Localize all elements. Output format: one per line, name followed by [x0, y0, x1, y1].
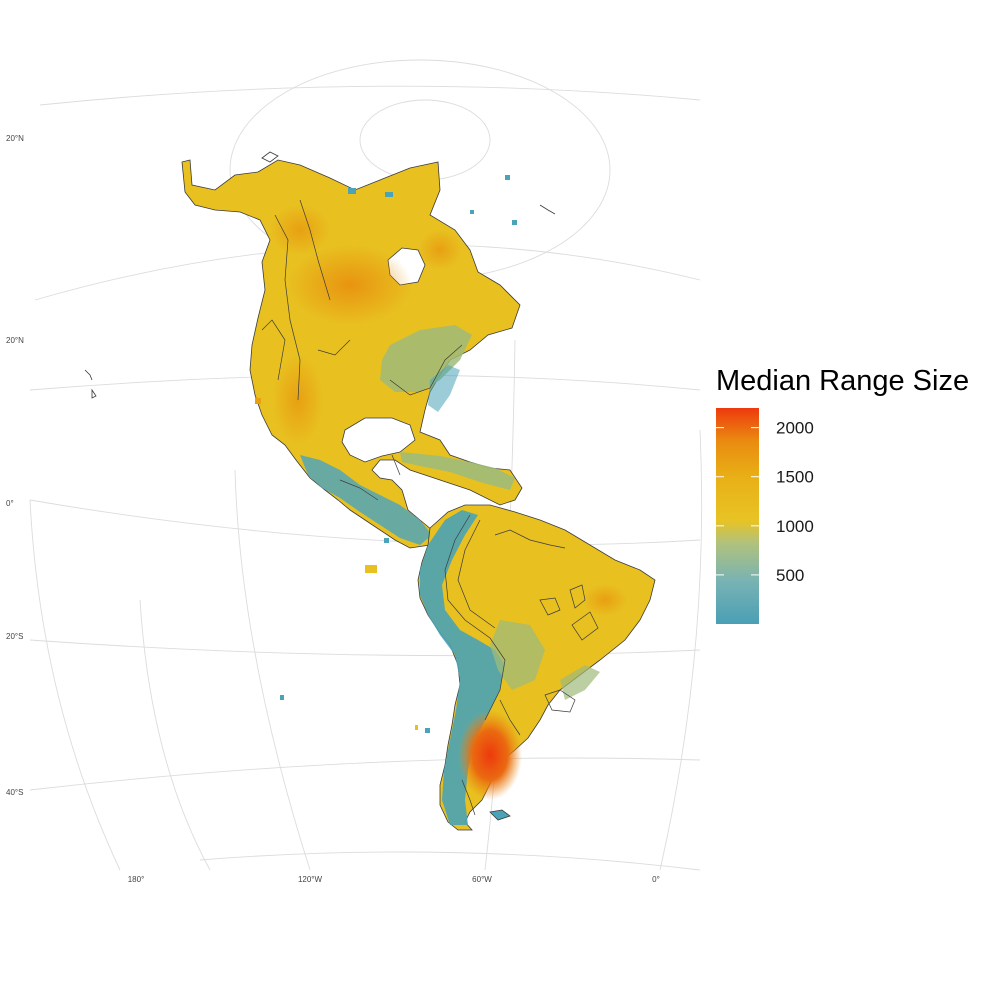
- quebec-hot-zone: [418, 230, 462, 270]
- graticule-meridian: [234, 469, 311, 871]
- arctic-cell: [348, 188, 356, 194]
- north-america-region-outlines: [261, 199, 463, 501]
- caribbean-low-zone: [400, 452, 515, 490]
- graticule-meridian: [29, 499, 121, 871]
- graticule-parallel: [29, 499, 701, 546]
- color-legend: Median Range Size 2000 1500 1000 500: [716, 365, 969, 624]
- legend-title: Median Range Size: [716, 365, 969, 397]
- graticule-parallel: [39, 85, 701, 106]
- longitude-tick-label: 0°: [652, 875, 660, 884]
- latitude-tick-label: 0°: [6, 499, 14, 508]
- graticule-parallel: [29, 757, 701, 791]
- island-cell: [280, 695, 284, 700]
- east-coast-mid-zone: [560, 665, 600, 700]
- baja-cell: [255, 398, 261, 404]
- island-cell: [384, 538, 389, 543]
- latitude-tick-label: 40°S: [6, 788, 23, 797]
- graticule-meridian: [139, 599, 211, 871]
- island-cell: [365, 565, 377, 573]
- andes-low-zone: [420, 510, 505, 825]
- latitude-tick-label: 20°S: [6, 632, 23, 641]
- andes-mid-zone: [490, 620, 545, 690]
- longitude-tick-label: 120°W: [298, 875, 323, 884]
- longitude-tick-label: 60°W: [472, 875, 492, 884]
- graticule-parallel: [29, 639, 701, 657]
- legend-ticks: 2000 1500 1000 500: [716, 419, 814, 585]
- latitude-tick-label: 20°N: [6, 336, 24, 345]
- north-america-landmass: [84, 151, 556, 549]
- arctic-cell: [512, 220, 517, 225]
- south-america-landmass: [280, 504, 656, 831]
- graticule-meridian: [659, 429, 703, 871]
- graticule-arc: [199, 851, 701, 871]
- arctic-cell: [470, 210, 474, 214]
- legend-tick-label: 2000: [776, 419, 814, 438]
- latitude-tick-labels: 20°N 20°N 0° 20°S 40°S: [6, 134, 24, 797]
- brazil-hot-zone: [583, 584, 627, 616]
- island-cell: [415, 725, 418, 730]
- legend-tick-label: 1500: [776, 468, 814, 487]
- legend-tick-label: 1000: [776, 517, 814, 536]
- arctic-island-outline: [539, 204, 556, 215]
- arctic-cell: [385, 192, 393, 197]
- canada-hot-zone: [288, 245, 412, 325]
- south-america-region-outlines: [444, 514, 599, 816]
- falklands: [489, 809, 511, 821]
- longitude-tick-labels: 180° 120°W 60°W 0°: [128, 875, 660, 884]
- latitude-tick-label: 20°N: [6, 134, 24, 143]
- longitude-tick-label: 180°: [128, 875, 145, 884]
- legend-colorbar: [716, 408, 759, 624]
- pampas-hot-zone: [458, 710, 522, 800]
- greenland-cell: [505, 175, 510, 180]
- great-lakes-low-zone: [380, 325, 472, 392]
- nw-hot-zone: [270, 205, 330, 255]
- island-cell: [425, 728, 430, 733]
- legend-tick-label: 500: [776, 566, 804, 585]
- hawaii-outline: [84, 369, 97, 399]
- mexico-low-zone: [300, 455, 432, 545]
- arctic-island-outline: [261, 151, 279, 163]
